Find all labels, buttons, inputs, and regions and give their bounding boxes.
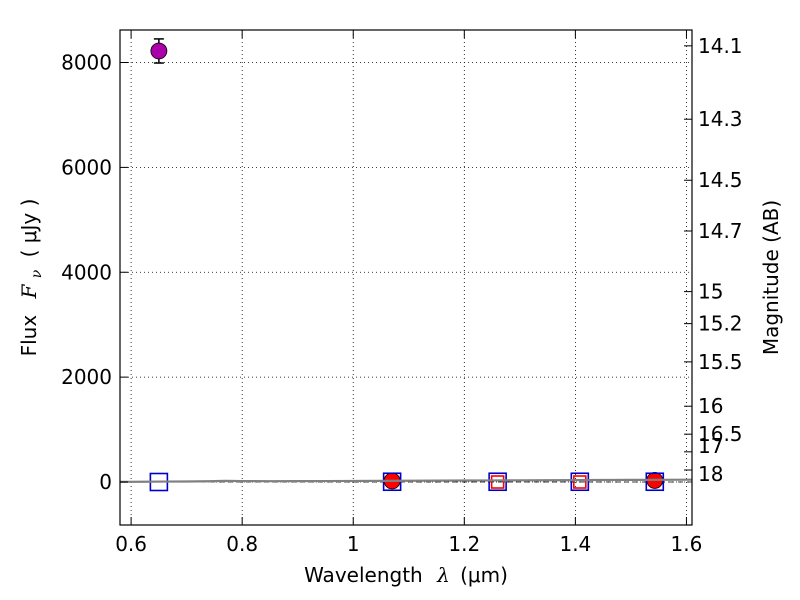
y2-axis-label: Magnitude (AB) [759, 200, 783, 355]
x-axis-label: Wavelength λ (μm) [304, 563, 508, 587]
y-tick-label: 0 [99, 470, 112, 494]
y2-tick-label: 15.2 [698, 312, 743, 336]
x-tick-label: 1.6 [671, 532, 703, 556]
y2-tick-label: 16.5 [698, 422, 743, 446]
y2-tick-label: 14.1 [698, 34, 743, 58]
y-tick-label: 6000 [61, 155, 112, 179]
model-point [488, 472, 507, 492]
y2-tick-label: 15 [698, 280, 723, 304]
x-tick-label: 1.2 [448, 532, 480, 556]
y2-tick-label: 15.5 [698, 350, 743, 374]
x-tick-label: 0.6 [115, 532, 147, 556]
y-axis-label-text: Flux [17, 315, 41, 357]
y-axis-label-symbol: F [17, 283, 41, 299]
x-tick-label: 1 [347, 532, 360, 556]
y2-tick-label: 14.5 [698, 168, 743, 192]
y-tick-label: 4000 [61, 260, 112, 284]
plot-frame [119, 29, 693, 526]
y-axis-label-subscript: ν [29, 269, 45, 278]
y2-tick-label: 16 [698, 394, 723, 418]
spectrum-line [119, 478, 693, 483]
tick-layer: 0.6 0.8 1 1.2 1.4 1.6 0 2000 4000 6000 8000 14.1 14.… [61, 30, 743, 556]
model-point [645, 472, 665, 492]
model-point [573, 475, 587, 489]
y2-tick-label: 14.7 [698, 219, 743, 243]
x-tick-label: 1.4 [559, 532, 591, 556]
x-axis-label-symbol: λ [436, 563, 450, 587]
model-point [570, 472, 590, 492]
model-point [490, 475, 505, 489]
y2-tick-label: 17 [698, 434, 723, 458]
data-layer [119, 38, 693, 492]
x-axis-label-text: Wavelength [304, 563, 423, 587]
y-axis-label: Flux F ν ( μJy ) [17, 199, 46, 357]
x-tick-label: 0.8 [226, 532, 258, 556]
y2-tick-label: 18 [698, 462, 723, 486]
x-axis-label-unit: (μm) [460, 563, 508, 587]
y2-tick-label: 14.3 [698, 107, 743, 131]
y-tick-label: 8000 [61, 51, 112, 75]
grid [120, 30, 692, 525]
data-point [150, 42, 168, 60]
y-tick-label: 2000 [61, 365, 112, 389]
y-axis-label-unit: ( μJy ) [17, 199, 41, 258]
